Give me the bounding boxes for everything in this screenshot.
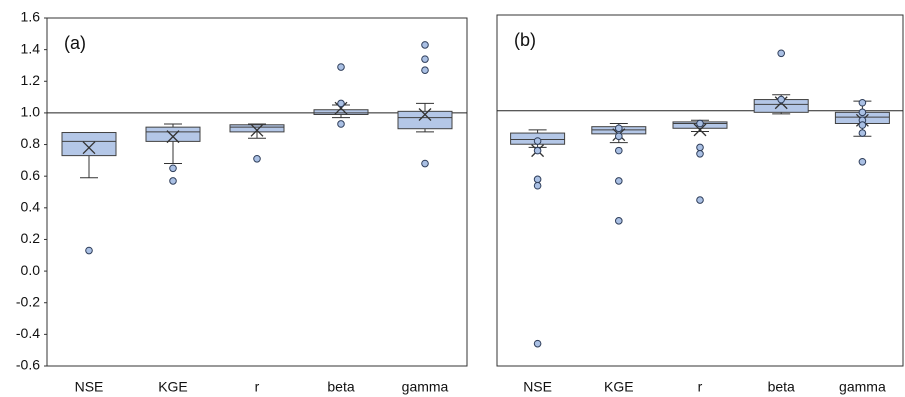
x-tick-label: KGE xyxy=(158,379,188,395)
mean-marker xyxy=(693,123,707,137)
x-tick-label: gamma xyxy=(839,379,886,395)
outlier xyxy=(85,246,93,255)
outlier xyxy=(696,196,704,204)
y-tick-label: -0.6 xyxy=(16,357,40,373)
x-tick-label: r xyxy=(255,379,260,395)
outlier xyxy=(253,154,261,163)
outlier xyxy=(533,339,542,348)
outlier xyxy=(533,175,542,184)
outlier xyxy=(421,66,429,74)
outlier xyxy=(337,120,345,128)
y-tick-label: 0.0 xyxy=(21,262,41,278)
outlier xyxy=(533,137,542,145)
outlier xyxy=(615,132,623,141)
y-tick-label: -0.4 xyxy=(16,325,40,341)
outlier xyxy=(169,177,177,185)
panel-label: (a) xyxy=(64,33,86,53)
x-tick-label: NSE xyxy=(523,379,552,395)
y-tick-label: 1.0 xyxy=(21,104,41,120)
x-tick-label: NSE xyxy=(75,379,104,395)
plot-frame xyxy=(496,14,904,367)
outlier xyxy=(777,49,786,58)
mean-marker xyxy=(250,123,264,137)
outlier xyxy=(777,95,786,104)
outlier xyxy=(696,119,704,128)
mean-marker xyxy=(166,130,180,144)
box xyxy=(61,132,117,157)
y-tick-label: 1.6 xyxy=(21,9,41,25)
outlier xyxy=(696,150,704,158)
outlier xyxy=(421,159,429,168)
outlier xyxy=(615,217,623,225)
y-tick-label: 0.4 xyxy=(21,199,41,215)
outlier xyxy=(858,98,867,107)
y-tick-label: 1.2 xyxy=(21,72,41,88)
outlier xyxy=(615,177,623,185)
y-tick-label: -0.2 xyxy=(16,293,40,309)
box xyxy=(229,124,285,133)
x-tick-label: gamma xyxy=(402,379,449,395)
outlier xyxy=(421,41,429,49)
x-tick-label: beta xyxy=(327,379,354,395)
outlier xyxy=(533,146,542,155)
box xyxy=(145,126,201,142)
x-tick-label: r xyxy=(698,379,703,395)
outlier xyxy=(337,63,345,71)
outlier xyxy=(858,121,867,129)
outlier xyxy=(615,124,623,133)
y-tick-label: 1.4 xyxy=(21,40,41,56)
y-tick-label: 0.6 xyxy=(21,167,41,183)
box xyxy=(397,110,453,130)
y-tick-label: 0.8 xyxy=(21,135,41,151)
mean-marker xyxy=(418,108,432,121)
box xyxy=(313,109,369,115)
outlier xyxy=(696,143,704,152)
y-tick-label: 0.2 xyxy=(21,230,41,246)
panel-label: (b) xyxy=(514,30,536,50)
outlier xyxy=(169,164,177,173)
outlier xyxy=(858,108,867,117)
outlier xyxy=(615,146,623,155)
outlier xyxy=(533,181,542,190)
mean-marker xyxy=(334,101,348,115)
outlier xyxy=(858,129,867,137)
x-tick-label: KGE xyxy=(604,379,634,395)
outlier xyxy=(858,157,867,166)
x-tick-label: beta xyxy=(768,379,795,395)
mean-marker xyxy=(82,141,96,155)
outlier xyxy=(337,99,345,108)
outlier xyxy=(421,55,429,63)
plot-frame xyxy=(46,17,468,367)
